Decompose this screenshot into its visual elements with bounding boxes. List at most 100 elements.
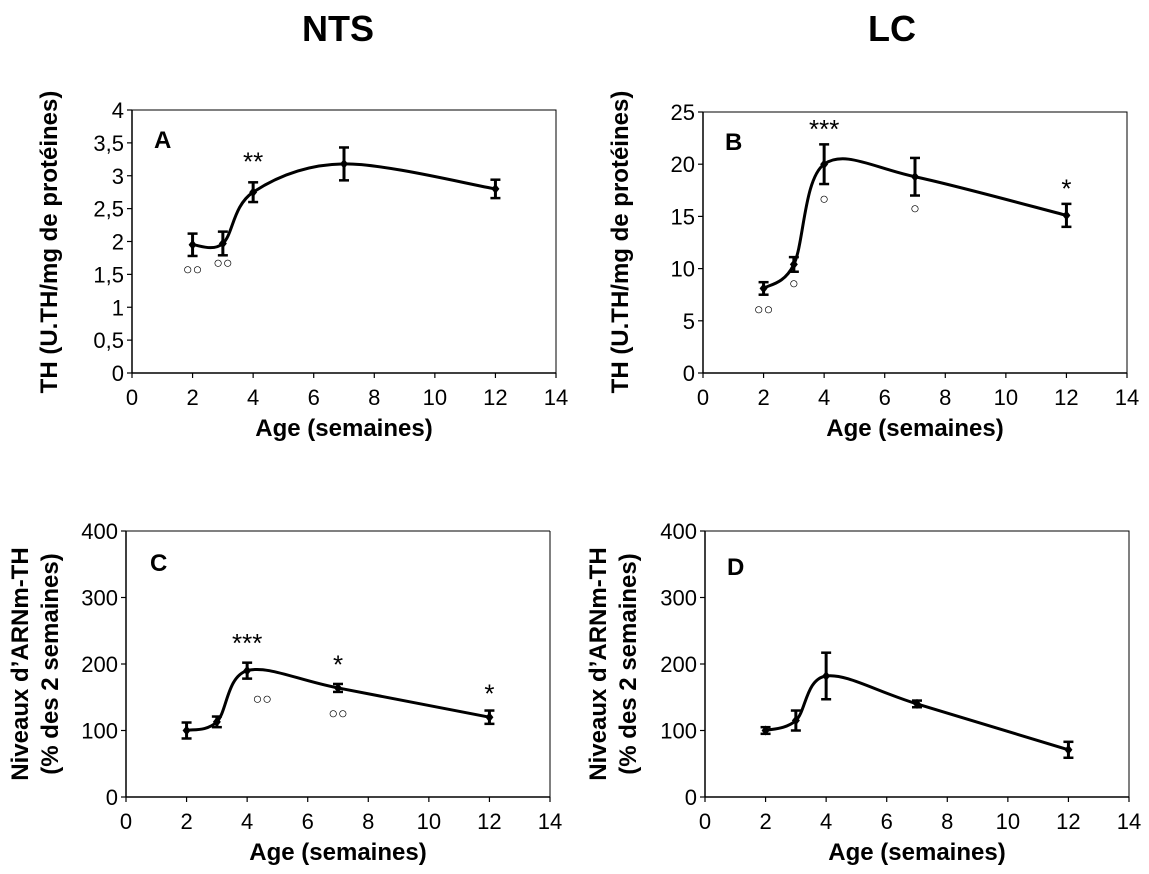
data-point	[243, 665, 252, 676]
panel-label: C	[150, 550, 167, 577]
series-line	[762, 157, 1067, 290]
x-tick-label: 4	[247, 385, 259, 410]
x-tick-label: 12	[477, 809, 501, 834]
data-point	[1064, 744, 1073, 755]
data-point	[761, 725, 770, 736]
x-tick-label: 12	[1056, 809, 1080, 834]
data-point	[789, 259, 798, 270]
y-axis-label: Niveaux d’ARNm-TH	[585, 547, 612, 780]
x-tick-label: 0	[697, 385, 709, 410]
series-line	[765, 674, 1069, 752]
x-tick-label: 8	[939, 385, 951, 410]
plot-frame	[702, 111, 1128, 374]
x-tick-label: 0	[120, 809, 132, 834]
y-tick-label: 20	[671, 152, 695, 177]
y-tick-label: 200	[660, 652, 697, 677]
y-tick-label: 25	[671, 100, 695, 125]
x-tick-label: 8	[941, 809, 953, 834]
chart-panel-a: 0 0,5 1 1,5 2 2,5 3 3,5 4 0 2 4 6 8 10 12 14 Age (semaine…	[36, 91, 568, 442]
significance-circle-marker: ○○	[213, 255, 232, 272]
column-title-lc: LC	[868, 8, 916, 49]
data-point	[759, 283, 768, 294]
data-point	[485, 712, 494, 723]
y-tick-label: 300	[660, 586, 697, 611]
significance-circle-marker: ○○	[328, 706, 347, 723]
data-point	[212, 716, 221, 727]
y-tick-label: 300	[81, 586, 118, 611]
data-point	[340, 158, 348, 169]
y-axis-label: Niveaux d’ARNm-TH	[7, 547, 34, 780]
y-tick-label: 100	[660, 719, 697, 744]
data-point	[791, 715, 800, 726]
y-tick-label: 1	[112, 295, 124, 320]
significance-circle-marker: ○	[819, 191, 829, 208]
y-tick-label: 100	[81, 719, 118, 744]
y-tick-label: 2	[112, 230, 124, 255]
data-point	[249, 187, 258, 198]
x-tick-label: 2	[759, 809, 771, 834]
x-axis-label: Age (semaines)	[249, 839, 426, 866]
x-tick-label: 0	[699, 809, 711, 834]
x-tick-label: 14	[1115, 385, 1139, 410]
x-tick-label: 6	[308, 385, 320, 410]
y-tick-label: 4	[112, 98, 124, 123]
series-line	[192, 162, 496, 250]
y-tick-label: 0	[112, 361, 124, 386]
y-tick-label: 5	[683, 309, 695, 334]
y-tick-label: 0	[685, 785, 697, 810]
y-tick-label: 0,5	[93, 328, 124, 353]
data-point	[182, 725, 191, 736]
data-point	[218, 238, 227, 249]
x-tick-label: 8	[362, 809, 374, 834]
x-tick-label: 10	[417, 809, 441, 834]
significance-star-marker: **	[243, 146, 263, 176]
y-tick-label: 400	[81, 519, 118, 544]
significance-star-marker: *	[484, 679, 494, 709]
data-point	[911, 171, 919, 182]
y-tick-label: 0	[106, 785, 118, 810]
x-axis-label: Age (semaines)	[826, 415, 1003, 442]
x-tick-label: 14	[538, 809, 562, 834]
significance-star-marker: *	[1061, 174, 1071, 204]
chart-panel-c: 0 100 200 300 400 0 2 4 6 8 10 12 14 Age (semaines) Ni…	[7, 519, 562, 866]
x-tick-label: 4	[820, 809, 832, 834]
x-tick-label: 4	[241, 809, 253, 834]
x-tick-label: 6	[879, 385, 891, 410]
y-axis-label: (% des 2 semaines)	[615, 553, 642, 774]
x-tick-label: 10	[996, 809, 1020, 834]
y-tick-label: 0	[683, 361, 695, 386]
significance-star-marker: *	[333, 649, 343, 679]
y-axis-label: TH (U.TH/mg de protéines)	[36, 91, 63, 394]
y-tick-label: 2,5	[93, 197, 124, 222]
x-tick-label: 4	[818, 385, 830, 410]
y-tick-label: 10	[671, 257, 695, 282]
y-axis-label: TH (U.TH/mg de protéines)	[607, 91, 634, 394]
x-tick-label: 14	[1117, 809, 1141, 834]
y-tick-label: 15	[671, 204, 695, 229]
panel-label: A	[154, 127, 171, 154]
data-point	[188, 239, 197, 250]
y-tick-label: 3	[112, 164, 124, 189]
significance-star-marker: ***	[232, 628, 262, 658]
x-axis-label: Age (semaines)	[255, 415, 432, 442]
x-axis-label: Age (semaines)	[828, 839, 1005, 866]
panel-label: D	[727, 554, 744, 581]
chart-panel-d: 0 100 200 300 400 0 2 4 6 8 10 12 14 Age (semaines) Ni…	[585, 519, 1141, 866]
y-tick-label: 3,5	[93, 131, 124, 156]
series-line	[186, 668, 490, 732]
x-tick-label: 2	[180, 809, 192, 834]
x-tick-label: 8	[368, 385, 380, 410]
y-tick-label: 200	[81, 652, 118, 677]
chart-panel-b: 0 5 10 15 20 25 0 2 4 6 8 10 12 14 Age (semaines) TH (U…	[607, 91, 1139, 442]
x-tick-label: 6	[302, 809, 314, 834]
x-tick-label: 14	[544, 385, 568, 410]
data-point	[334, 682, 342, 693]
y-tick-label: 1,5	[93, 262, 124, 287]
data-point	[491, 183, 500, 194]
data-point	[1062, 210, 1071, 221]
x-tick-label: 12	[483, 385, 507, 410]
data-point	[820, 159, 829, 170]
x-tick-label: 2	[186, 385, 198, 410]
data-point	[822, 670, 831, 681]
x-tick-label: 10	[994, 385, 1018, 410]
